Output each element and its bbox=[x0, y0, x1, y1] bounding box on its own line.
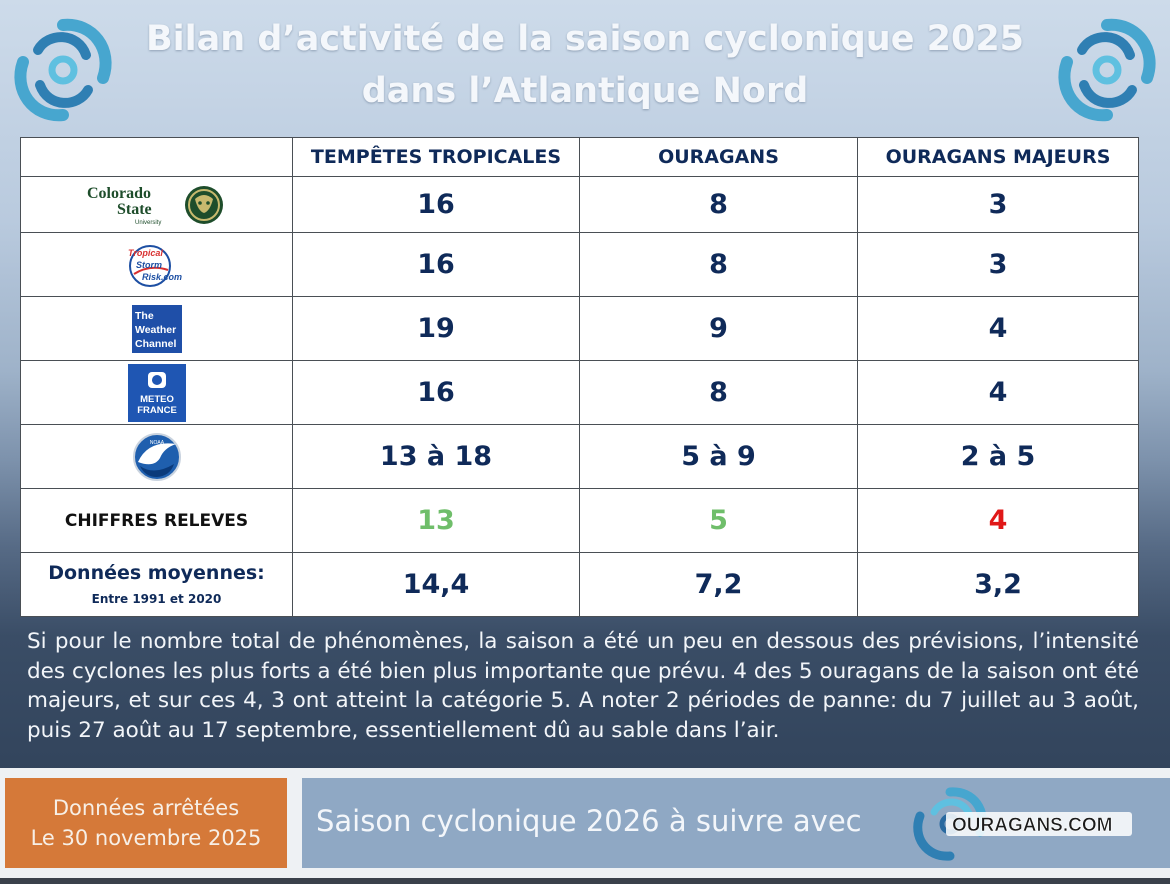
date-line-1: Données arrêtées bbox=[52, 796, 240, 820]
header-empty bbox=[20, 137, 293, 177]
page-title: Bilan d’activité de la saison cyclonique… bbox=[145, 19, 1025, 59]
table-row: The Weather Channel 19 9 4 bbox=[20, 296, 1139, 361]
average-row: Données moyennes: Entre 1991 et 2020 14,… bbox=[20, 552, 1139, 617]
hurricane-swirl-icon bbox=[14, 18, 112, 122]
value-cell: 5 à 9 bbox=[579, 424, 858, 489]
meteo-france-logo-icon: METEO FRANCE bbox=[127, 363, 186, 422]
average-sublabel: Entre 1991 et 2020 bbox=[91, 591, 222, 606]
column-header: OURAGANS bbox=[579, 137, 858, 177]
noaa-logo-icon: NOAA bbox=[132, 432, 181, 481]
value-cell: 13 à 18 bbox=[292, 424, 580, 489]
page-subtitle: dans l’Atlantique Nord bbox=[361, 71, 809, 111]
svg-text:Colorado: Colorado bbox=[87, 185, 151, 202]
tsr-globe-icon: Tropical Storm Risk.com bbox=[128, 244, 182, 287]
svg-text:METEO: METEO bbox=[140, 394, 174, 405]
svg-text:Weather: Weather bbox=[135, 324, 176, 336]
svg-text:The: The bbox=[135, 310, 154, 322]
average-label: Données moyennes: Entre 1991 et 2020 bbox=[20, 552, 293, 617]
value-cell: 3 bbox=[857, 176, 1139, 233]
twc-logo-icon: The Weather Channel bbox=[131, 304, 182, 353]
bottom-border bbox=[0, 878, 1170, 884]
svg-text:Risk.com: Risk.com bbox=[142, 272, 182, 282]
observed-value: 13 bbox=[292, 488, 580, 553]
observed-label: CHIFFRES RELEVES bbox=[20, 488, 293, 553]
table-row: NOAA 13 à 18 5 à 9 2 à 5 bbox=[20, 424, 1139, 489]
svg-text:FRANCE: FRANCE bbox=[137, 405, 177, 416]
value-cell: 8 bbox=[579, 360, 858, 425]
meteo-france-logo: METEO FRANCE bbox=[20, 360, 293, 425]
value-cell: 16 bbox=[292, 360, 580, 425]
ouragans-brand-logo[interactable]: OURAGANS.COM bbox=[910, 782, 1140, 866]
svg-text:Storm: Storm bbox=[136, 260, 162, 270]
svg-text:Tropical: Tropical bbox=[128, 248, 163, 258]
value-cell: 19 bbox=[292, 296, 580, 361]
svg-text:NOAA: NOAA bbox=[149, 440, 164, 446]
hurricane-swirl-icon bbox=[1058, 18, 1156, 122]
value-cell: 4 bbox=[857, 360, 1139, 425]
value-cell: 16 bbox=[292, 176, 580, 233]
average-label-text: Données moyennes: bbox=[48, 562, 265, 585]
date-line-2: Le 30 novembre 2025 bbox=[30, 826, 262, 851]
observed-value: 5 bbox=[579, 488, 858, 553]
forecast-table: TEMPÊTES TROPICALES OURAGANS OURAGANS MA… bbox=[20, 137, 1139, 617]
svg-text:OURAGANS.COM: OURAGANS.COM bbox=[952, 815, 1112, 836]
average-value: 7,2 bbox=[579, 552, 858, 617]
table-row: Colorado State University 16 8 3 bbox=[20, 176, 1139, 233]
value-cell: 4 bbox=[857, 296, 1139, 361]
average-value: 3,2 bbox=[857, 552, 1139, 617]
value-cell: 9 bbox=[579, 296, 858, 361]
noaa-logo: NOAA bbox=[20, 424, 293, 489]
column-header: TEMPÊTES TROPICALES bbox=[292, 137, 580, 177]
column-header: OURAGANS MAJEURS bbox=[857, 137, 1139, 177]
value-cell: 8 bbox=[579, 232, 858, 297]
svg-text:University: University bbox=[135, 220, 161, 226]
value-cell: 3 bbox=[857, 232, 1139, 297]
table-row: METEO FRANCE 16 8 4 bbox=[20, 360, 1139, 425]
observed-row: CHIFFRES RELEVES 13 5 4 bbox=[20, 488, 1139, 553]
csu-ram-icon bbox=[184, 185, 223, 224]
value-cell: 2 à 5 bbox=[857, 424, 1139, 489]
svg-text:Channel: Channel bbox=[135, 338, 177, 350]
data-date-box: Données arrêtées Le 30 novembre 2025 bbox=[5, 778, 287, 868]
value-cell: 8 bbox=[579, 176, 858, 233]
table-header-row: TEMPÊTES TROPICALES OURAGANS OURAGANS MA… bbox=[20, 137, 1139, 177]
summary-text: Si pour le nombre total de phénomènes, l… bbox=[27, 629, 1139, 743]
twc-logo: The Weather Channel bbox=[20, 296, 293, 361]
average-value: 14,4 bbox=[292, 552, 580, 617]
follow-box: Saison cyclonique 2026 à suivre avec OUR… bbox=[302, 778, 1170, 868]
csu-logo: Colorado State University bbox=[20, 176, 293, 233]
observed-value: 4 bbox=[857, 488, 1139, 553]
tsr-logo: Tropical Storm Risk.com bbox=[20, 232, 293, 297]
value-cell: 16 bbox=[292, 232, 580, 297]
follow-text: Saison cyclonique 2026 à suivre avec bbox=[316, 804, 862, 838]
svg-text:State: State bbox=[117, 201, 152, 218]
table-row: Tropical Storm Risk.com 16 8 3 bbox=[20, 232, 1139, 297]
